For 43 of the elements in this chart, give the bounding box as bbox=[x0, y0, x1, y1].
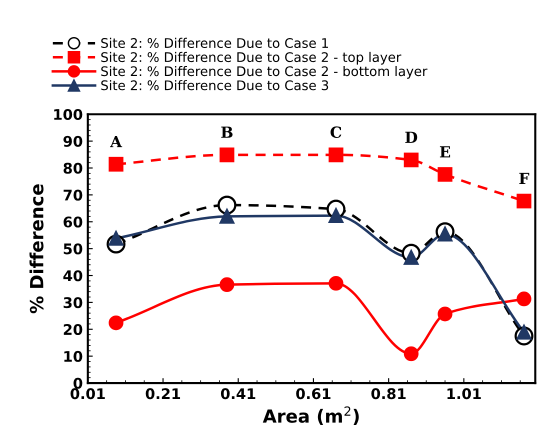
y-tick-label: 0 bbox=[74, 378, 82, 389]
annotation: D bbox=[405, 132, 418, 143]
point bbox=[108, 315, 124, 330]
y-tick-label: 40 bbox=[63, 270, 82, 282]
y-tick-label: 50 bbox=[64, 243, 82, 254]
y-tick-label: 100 bbox=[54, 108, 82, 120]
annotation: F bbox=[519, 172, 530, 184]
legend-label: Site 2: % Difference Due to Case 1 bbox=[101, 38, 328, 48]
point bbox=[328, 147, 344, 162]
x-tick-label: 0.81 bbox=[371, 388, 406, 400]
point bbox=[328, 276, 344, 291]
y-tick-label: 70 bbox=[64, 190, 82, 201]
y-tick-label: 10 bbox=[64, 350, 82, 362]
legend-label: Site 2: % Difference Due to Case 3 bbox=[101, 80, 328, 90]
point bbox=[438, 167, 452, 182]
y-tick-label: 20 bbox=[64, 324, 82, 336]
annotation: E bbox=[440, 146, 450, 158]
x-axis-title: Area (m$^{2}$) bbox=[262, 406, 359, 426]
point bbox=[404, 152, 419, 168]
annotation: C bbox=[330, 126, 342, 138]
y-axis-title: % Difference bbox=[30, 184, 44, 314]
x-tick-label: 0.21 bbox=[146, 388, 180, 400]
x-tick-label: 0.41 bbox=[220, 388, 256, 400]
x-tick-label: 0.01 bbox=[70, 388, 105, 400]
point bbox=[220, 277, 234, 292]
legend-label: Site 2: % Difference Due to Case 2 - bottom layer bbox=[101, 66, 428, 79]
point bbox=[404, 346, 419, 362]
y-tick-label: 30 bbox=[64, 297, 82, 308]
point bbox=[108, 156, 124, 172]
point bbox=[218, 196, 236, 215]
annotation: B bbox=[221, 126, 233, 138]
legend-label: Site 2: % Difference Due to Case 2 - top layer bbox=[101, 52, 402, 65]
y-tick-label: 60 bbox=[64, 216, 82, 228]
point bbox=[516, 292, 532, 306]
point bbox=[516, 194, 532, 208]
x-tick-label: 1.01 bbox=[447, 388, 481, 400]
x-tick-label: 0.61 bbox=[296, 388, 330, 400]
point bbox=[438, 306, 452, 322]
point bbox=[220, 147, 234, 162]
y-tick-label: 90 bbox=[63, 136, 82, 147]
point bbox=[220, 209, 234, 224]
y-tick-label: 80 bbox=[64, 162, 82, 174]
annotation: A bbox=[110, 136, 122, 148]
